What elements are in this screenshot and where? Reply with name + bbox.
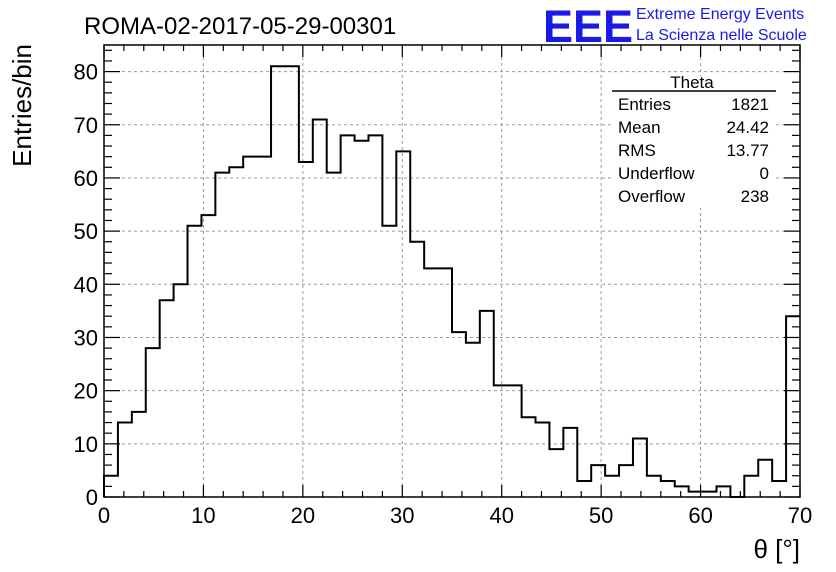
histogram-bin — [591, 465, 605, 497]
histogram-bin — [633, 439, 647, 497]
histogram-bin — [424, 268, 438, 497]
histogram-bin — [285, 66, 299, 497]
histogram-bin — [522, 417, 536, 497]
x-axis-ticks: 0 10 20 30 40 50 60 70 — [98, 45, 812, 528]
x-tick-label: 10 — [191, 503, 215, 528]
histogram-bin — [744, 476, 758, 497]
histogram-bin — [146, 348, 160, 497]
histogram-bin — [396, 151, 410, 497]
run-title: ROMA-02-2017-05-29-00301 — [84, 13, 396, 40]
stats-row-value: 24.42 — [726, 118, 769, 137]
y-axis-ticks: 0 10 20 30 40 50 60 70 80 — [74, 49, 800, 510]
histogram-bin — [494, 385, 508, 497]
histogram-bin — [772, 481, 786, 497]
x-tick-label: 50 — [589, 503, 613, 528]
histogram-bin — [536, 423, 550, 497]
histogram-bin — [549, 449, 563, 497]
x-axis-label: θ [°] — [753, 534, 800, 564]
x-tick-label: 60 — [688, 503, 712, 528]
stats-row-label: Mean — [618, 118, 661, 137]
histogram-bin — [327, 173, 341, 497]
x-tick-label: 40 — [489, 503, 513, 528]
histogram-bin — [382, 226, 396, 497]
histogram-bin — [466, 343, 480, 497]
y-axis-label: Entries/bin — [7, 44, 37, 167]
y-tick-label: 10 — [74, 432, 98, 457]
y-tick-label: 30 — [74, 325, 98, 350]
eee-logo: EEE — [543, 1, 633, 52]
histogram-bin — [410, 242, 424, 497]
histogram-bin — [563, 428, 577, 497]
stats-row-value: 1821 — [731, 95, 769, 114]
y-tick-label: 0 — [86, 485, 98, 510]
histogram-bin — [577, 481, 591, 497]
histogram-bin — [341, 135, 355, 497]
stats-rows: Entries 1821 Mean 24.42 RMS 13.77 Underflow 0 Ov… — [618, 95, 769, 206]
histogram-bin — [118, 423, 132, 497]
histogram-bin — [243, 157, 257, 497]
stats-row-value: 0 — [760, 164, 769, 183]
histogram-bin — [355, 141, 369, 497]
histogram-bin — [368, 135, 382, 497]
brand-line-1: Extreme Energy Events — [636, 6, 804, 23]
stats-title: Theta — [670, 73, 714, 92]
x-tick-label: 30 — [390, 503, 414, 528]
histogram-bin — [438, 268, 452, 497]
brand-line-2: La Scienza nelle Scuole — [636, 27, 807, 44]
histogram-bin — [174, 284, 188, 497]
stats-row-label: Underflow — [618, 164, 695, 183]
histogram-bin — [160, 300, 174, 497]
histogram-bin — [313, 119, 327, 497]
histogram-bin — [132, 412, 146, 497]
stats-row-value: 238 — [741, 187, 769, 206]
stats-row-label: Entries — [618, 95, 671, 114]
y-tick-label: 40 — [74, 272, 98, 297]
histogram-bin — [452, 332, 466, 497]
y-tick-label: 60 — [74, 166, 98, 191]
y-tick-label: 20 — [74, 379, 98, 404]
histogram-bin — [299, 162, 313, 497]
y-tick-label: 50 — [74, 219, 98, 244]
histogram-bin — [647, 476, 661, 497]
histogram-bin — [271, 66, 285, 497]
histogram-bin — [716, 486, 730, 497]
histogram-bin — [215, 173, 229, 497]
histogram-bin — [605, 476, 619, 497]
histogram-bin — [201, 215, 215, 497]
y-tick-label: 70 — [74, 113, 98, 138]
x-tick-label: 70 — [788, 503, 812, 528]
y-tick-label: 80 — [74, 60, 98, 85]
histogram-bin — [257, 157, 271, 497]
stats-row-label: RMS — [618, 141, 656, 160]
stats-row-label: Overflow — [618, 187, 686, 206]
plot-frame — [103, 44, 801, 498]
stats-box-background — [612, 76, 776, 208]
histogram-outline — [103, 65, 800, 498]
x-tick-label: 0 — [98, 503, 110, 528]
histogram-bin — [229, 167, 243, 497]
stats-row-value: 13.77 — [726, 141, 769, 160]
stats-box: Theta Entries 1821 Mean 24.42 RMS 13.77 Underf… — [612, 73, 776, 208]
histogram-bin — [480, 311, 494, 497]
histogram-bin — [508, 385, 522, 497]
histogram-bin — [675, 486, 689, 497]
x-tick-label: 20 — [291, 503, 315, 528]
histogram-bin — [786, 316, 800, 497]
histogram-bin — [661, 481, 675, 497]
histogram-bin — [188, 226, 202, 497]
